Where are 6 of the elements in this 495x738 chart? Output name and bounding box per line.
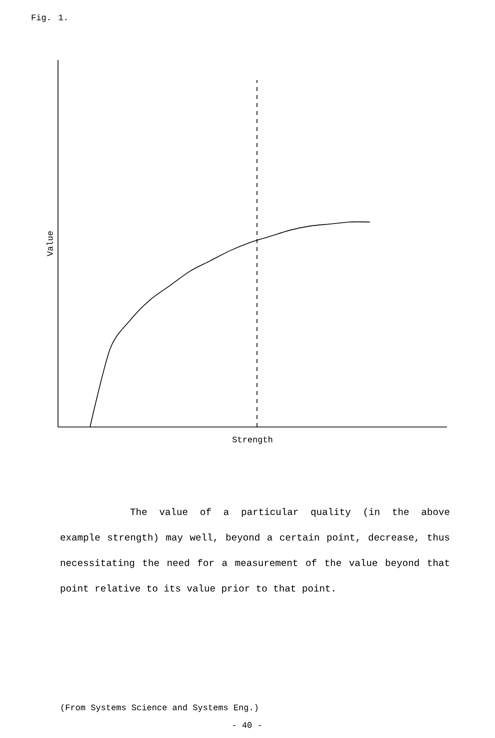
y-axis-title: Value [46,231,53,256]
text: The value of a particular quality (in the above example strength) may well, beyond a certain point, decrease, thus necessitating the need for a measurement of the value beyond that point relative to its value prior to that point. [60,508,450,594]
x-axis-title: Strength [232,436,272,444]
text: - 40 - [233,722,261,728]
chart-title: Fig. 1. [32,14,66,22]
text: (From Systems Science and Systems Eng.) [61,704,258,712]
